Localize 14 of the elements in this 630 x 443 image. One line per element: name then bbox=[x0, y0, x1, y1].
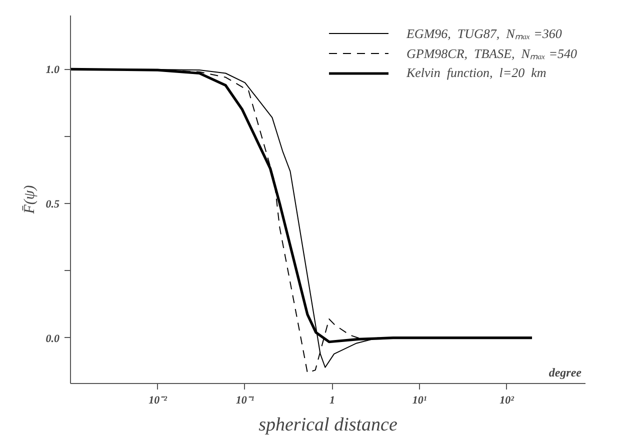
y-axis-title: F̄(ψ) bbox=[21, 185, 38, 215]
y-tick-label: 0.5 bbox=[46, 198, 60, 211]
x-tick-label: 10⁻² bbox=[148, 394, 168, 406]
x-tick-label: 10¹ bbox=[412, 394, 427, 406]
x-axis-title: spherical distance bbox=[258, 414, 398, 436]
annotation: degree bbox=[548, 366, 582, 380]
legend-label: Kelvin function, l=20 km bbox=[406, 65, 546, 81]
x-tick-label: 1 bbox=[329, 394, 335, 406]
y-tick-label: 1.0 bbox=[46, 64, 60, 76]
legend-label: EGM96, TUG87, Nₘₐₓ =360 bbox=[406, 25, 562, 42]
x-tick-label: 10² bbox=[500, 394, 515, 406]
y-tick-label: 0.0 bbox=[46, 332, 60, 345]
legend-label: GPM98CR, TBASE, Nₘₐₓ =540 bbox=[406, 45, 577, 62]
x-tick-label: 10⁻¹ bbox=[236, 394, 254, 406]
